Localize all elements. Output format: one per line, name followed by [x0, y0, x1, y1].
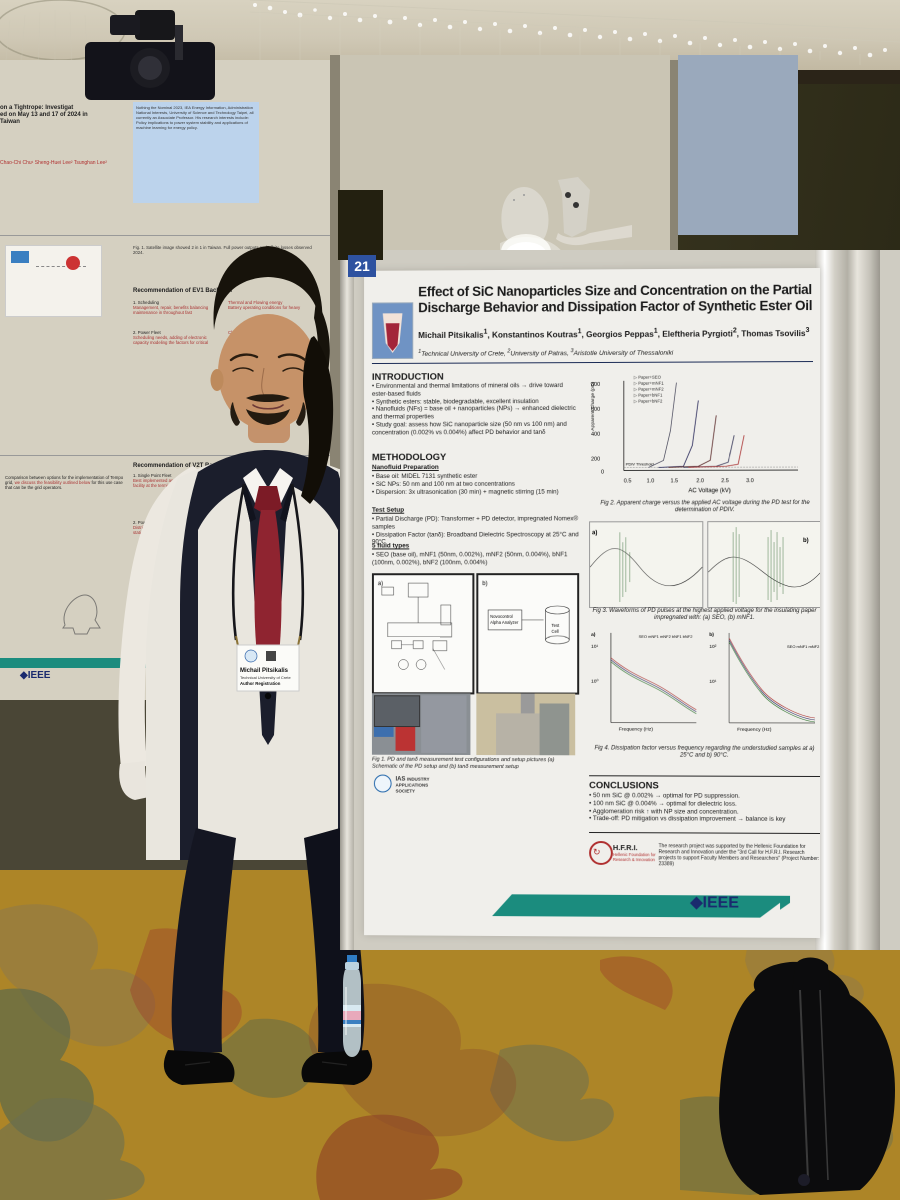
svg-text:1.0: 1.0: [647, 478, 655, 484]
svg-text:10¹: 10¹: [591, 644, 598, 650]
svg-text:b): b): [803, 538, 809, 544]
svg-text:Michail Pitsikalis: Michail Pitsikalis: [240, 668, 289, 674]
svg-text:▷ Paper+mNF1: ▷ Paper+mNF1: [634, 381, 665, 386]
svg-text:1.5: 1.5: [670, 478, 678, 484]
svg-text:0: 0: [601, 470, 604, 476]
svg-text:2.0: 2.0: [696, 478, 704, 484]
svg-text:a): a): [378, 581, 383, 587]
svg-text:Alpha Analyzer: Alpha Analyzer: [490, 620, 519, 625]
svg-text:Test: Test: [551, 623, 560, 628]
svg-text:10²: 10²: [709, 644, 717, 650]
svg-text:a): a): [591, 632, 596, 638]
svg-text:b): b): [482, 581, 487, 587]
svg-text:400: 400: [591, 432, 600, 438]
svg-text:b): b): [709, 632, 714, 638]
svg-text:200: 200: [591, 457, 600, 463]
svg-text:SEO mNF1 mNF2 bNF1 bNF2: SEO mNF1 mNF2 bNF1 bNF2: [787, 644, 820, 649]
svg-text:10⁰: 10⁰: [591, 679, 598, 685]
svg-text:2.5: 2.5: [721, 478, 729, 484]
svg-text:0.5: 0.5: [624, 478, 632, 484]
svg-text:Technical University of Crete: Technical University of Crete: [240, 675, 291, 680]
svg-text:PDIV Threshold: PDIV Threshold: [626, 461, 654, 466]
svg-text:AC Voltage (kV): AC Voltage (kV): [688, 488, 730, 494]
svg-text:a): a): [592, 530, 597, 536]
svg-text:Novocontrol: Novocontrol: [490, 614, 513, 619]
svg-text:▷ Paper+mNF2: ▷ Paper+mNF2: [634, 387, 665, 392]
svg-text:Cell: Cell: [551, 629, 558, 634]
svg-text:▷ Paper+bNF2: ▷ Paper+bNF2: [634, 399, 663, 404]
svg-text:SEO mNF1 mNF2 bNF1 bNF2: SEO mNF1 mNF2 bNF1 bNF2: [639, 634, 693, 639]
svg-text:▷ Paper+SEO: ▷ Paper+SEO: [634, 375, 662, 380]
svg-text:10¹: 10¹: [709, 679, 717, 685]
svg-text:Frequency (Hz): Frequency (Hz): [619, 727, 653, 733]
svg-text:▷ Paper+bNF1: ▷ Paper+bNF1: [634, 393, 663, 398]
svg-text:Apparent Charge (pC): Apparent Charge (pC): [590, 381, 596, 430]
svg-text:Author Registration: Author Registration: [240, 681, 281, 686]
svg-text:3.0: 3.0: [746, 478, 754, 484]
svg-text:Frequency (Hz): Frequency (Hz): [737, 727, 772, 733]
